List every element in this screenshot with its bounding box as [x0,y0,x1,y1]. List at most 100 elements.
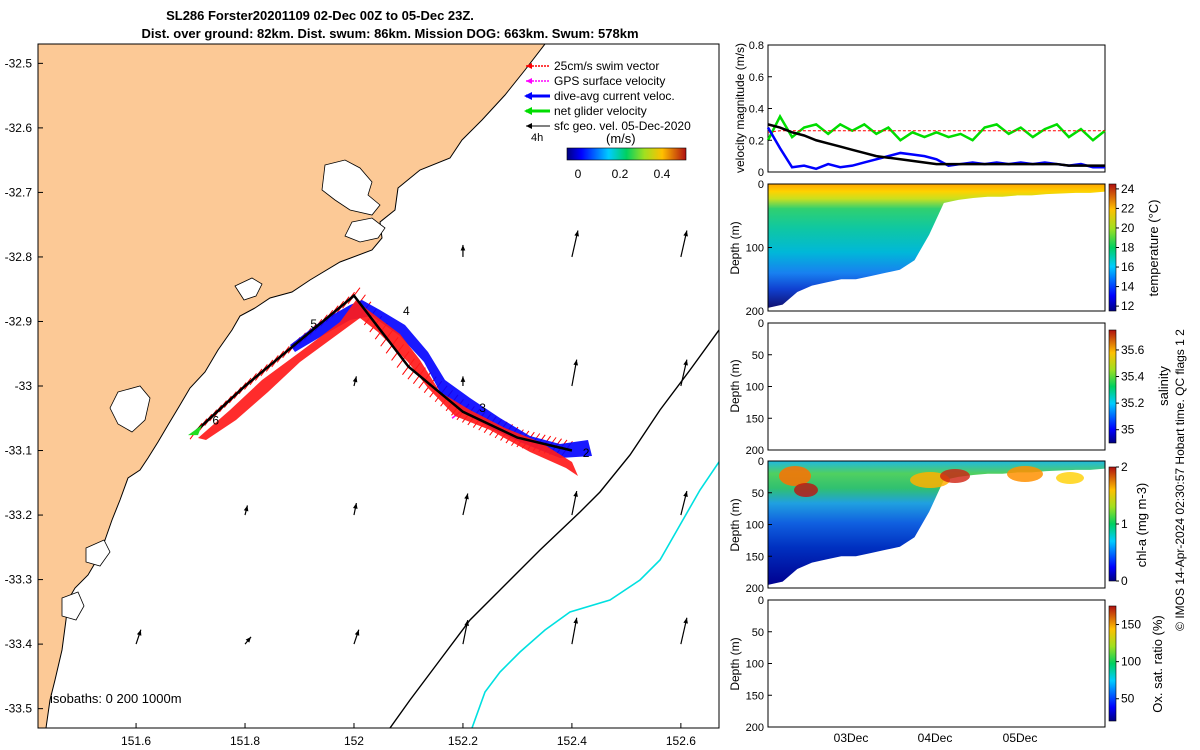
isobath-1000m [471,461,719,728]
time-tick-04dec: 04Dec [918,731,953,745]
colorbar-tick-label: 0 [1121,574,1128,588]
salinity-panel: 0 50 100 150 200 Depth (m) 35 35.2 35.4 35.6 sa… [728,318,1171,457]
chl-panel: 0 50 100 150 200 Depth (m) 0 1 2 chl-a (mg m-3… [728,456,1149,595]
map-x-tick-label: 152.2 [448,734,478,748]
map-y-ticks: -32.5 -32.6 -32.7 -32.8 -32.9 -33 -33.1 -33.2 -3… [5,56,43,716]
oxygen-frame [767,599,1106,728]
legend-label-current: dive-avg current veloc. [554,89,675,103]
velocity-y-tick-label: 0.6 [749,72,764,84]
depth-tick-label: 150 [746,690,764,702]
day-marker-label: 4 [403,304,410,318]
depth-tick-label: 200 [746,445,764,457]
lake-5 [85,539,111,567]
velocity-frame [767,44,1106,173]
depth-tick-label: 0 [758,456,764,468]
map-y-tick-label: -33.2 [5,508,33,522]
day-marker-label: 5 [310,317,317,331]
velocity-y-tick-label: 0.8 [749,40,764,52]
time-tick-05dec: 05Dec [1003,731,1038,745]
day-marker-label: 6 [212,414,219,428]
velocity-y-tick-label: 0.2 [749,135,764,147]
chl-colorbar-ticks: 0 1 2 [1116,460,1128,588]
oxygen-ylabel: Depth (m) [728,637,742,690]
colorbar-tick-label: 22 [1121,201,1135,215]
oxygen-y-ticks: 0 50 100 150 200 [746,595,772,734]
geo-velocity-arrowhead [683,491,688,497]
map-y-tick-label: -33.5 [5,702,33,716]
temperature-ylabel: Depth (m) [728,221,742,274]
colorbar-tick-0: 0 [575,167,582,181]
depth-tick-label: 50 [752,350,764,362]
temperature-panel: 0 100 200 Depth (m) 12 14 16 18 20 22 24 tempera… [728,179,1161,318]
colorbar-tick-label: 14 [1121,280,1135,294]
geo-velocity-arrowhead [464,620,469,626]
salinity-colorbar-label: salinity [1156,366,1171,406]
map-panel: 2 3 4 5 6 151.6 151.8 152 152.2 152.4 152.6 -32.5… [5,43,720,748]
map-y-tick-label: -33 [15,379,33,393]
title-line-2: Dist. over ground: 82km. Dist. swum: 86k… [141,26,638,41]
geo-velocity-arrowhead [683,617,688,624]
map-x-tick-label: 152.6 [666,734,696,748]
colorbar-tick-label: 18 [1121,241,1135,255]
geo-velocity-arrowhead [573,359,579,366]
legend-label-4h: 4h [531,132,543,144]
velocity-panel: 0 0.2 0.4 0.6 0.8 velocity magnitude (m/s) [733,40,1106,179]
salinity-colorbar [1108,329,1117,444]
depth-tick-label: 0 [758,179,764,191]
map-y-tick-label: -33.1 [5,444,33,458]
geo-velocity-arrowhead [245,636,252,643]
title-line-1: SL286 Forster20201109 02-Dec 00Z to 05-D… [166,8,474,23]
map-x-tick-label: 151.8 [230,734,260,748]
map-x-tick-label: 152.4 [557,734,587,748]
map-y-tick-label: -32.5 [5,56,33,70]
geo-velocity-arrows [135,230,688,645]
map-y-tick-label: -32.8 [5,250,33,264]
geo-velocity-arrowhead [243,505,249,512]
colorbar-tick-label: 20 [1121,221,1135,235]
chl-high-patches [779,466,1084,497]
colorbar-tick-label: 100 [1121,655,1141,669]
track-line [195,293,573,452]
map-y-tick-label: -32.6 [5,121,33,135]
map-y-tick-label: -32.7 [5,185,33,199]
colorbar-tick-2: 0.4 [654,167,671,181]
map-y-tick-label: -33.3 [5,573,33,587]
oxygen-colorbar-label: Ox. sat. ratio (%) [1150,615,1165,713]
salinity-colorbar-ticks: 35 35.2 35.4 35.6 [1116,343,1145,437]
temperature-colorbar-ticks: 12 14 16 18 20 22 24 [1116,182,1135,313]
colorbar-tick-label: 12 [1121,299,1135,313]
day-markers: 2 3 4 5 6 [212,304,589,460]
map-x-tick-label: 152 [344,734,364,748]
velocity-y-ticks: 0 0.2 0.4 0.6 0.8 [749,40,772,179]
current-vector-band [290,300,592,458]
legend-arrowhead-swim [526,63,532,69]
colorbar-tick-label: 150 [1121,618,1141,632]
map-x-ticks: 151.6 151.8 152 152.2 152.4 152.6 [121,723,696,748]
legend-arrowhead-geo [526,123,532,129]
oxygen-panel: 0 50 100 150 200 Depth (m) 50 100 150 Ox. sat.… [728,595,1165,745]
colorbar-tick-1: 0.2 [612,167,629,181]
chl-y-ticks: 0 50 100 150 200 [746,456,772,595]
map-x-tick-label: 151.6 [121,734,151,748]
oxygen-colorbar [1108,605,1117,722]
lake-4 [109,385,151,433]
depth-tick-label: 200 [746,306,764,318]
map-y-tick-label: -33.4 [5,637,33,651]
velocity-y-tick-label: 0.4 [749,104,764,116]
velocity-y-tick-label: 0 [758,167,764,179]
legend-arrowhead-gps [526,78,532,84]
salinity-y-ticks: 0 50 100 150 200 [746,318,772,457]
colorbar-tick-label: 35.4 [1121,370,1145,384]
depth-tick-label: 50 [752,627,764,639]
geo-velocity-arrowhead [460,244,466,251]
colorbar-tick-label: 35.2 [1121,396,1145,410]
lake-1 [321,159,381,216]
temperature-field [768,184,1105,308]
depth-tick-label: 50 [752,488,764,500]
geo-velocity-arrowhead [574,230,579,237]
geo-velocity-arrowhead [352,376,358,383]
chl-ylabel: Depth (m) [728,498,742,551]
glider-track [187,293,573,452]
velocity-series-line [767,130,1105,133]
